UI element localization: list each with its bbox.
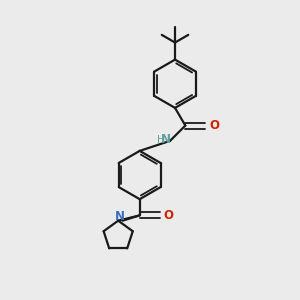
Text: N: N — [161, 133, 171, 146]
Text: H: H — [157, 135, 164, 145]
Text: N: N — [114, 210, 124, 223]
Text: O: O — [209, 119, 219, 132]
Text: O: O — [164, 209, 173, 222]
